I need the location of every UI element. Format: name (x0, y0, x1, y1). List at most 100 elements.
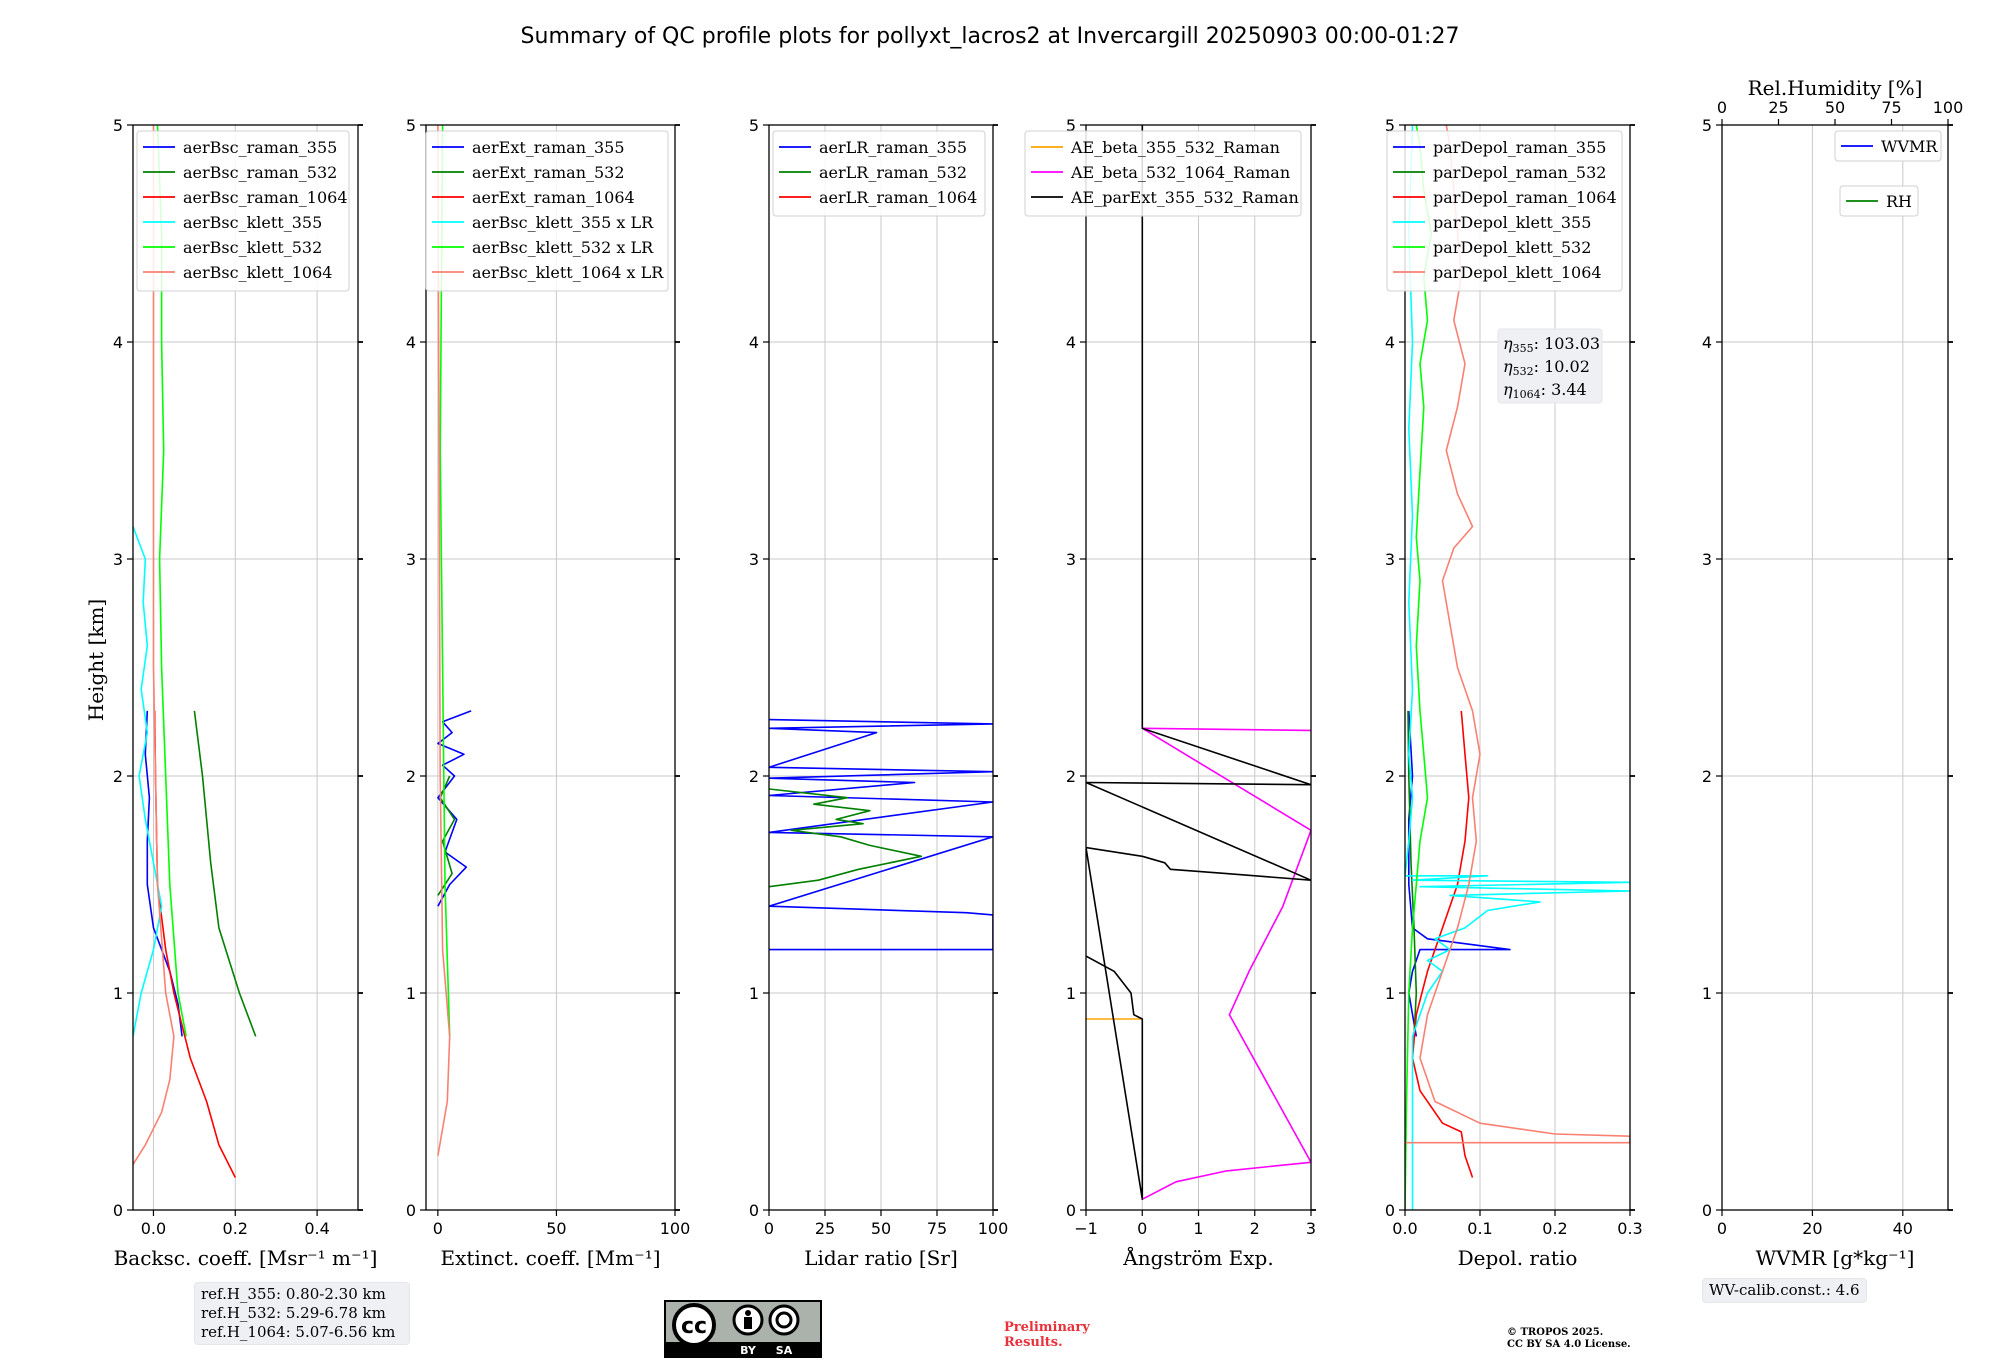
legend-label: aerLR_raman_1064 (819, 188, 977, 207)
ref-height-532: ref.H_532: 5.29-6.78 km (201, 1304, 386, 1322)
y-tick-label: 2 (406, 767, 416, 786)
axes-frame (425, 124, 676, 1211)
series-line-aerLR_raman_532 (769, 788, 923, 888)
legend-label: aerBsc_raman_532 (183, 163, 337, 182)
top-x-tick-label: 75 (1881, 98, 1901, 117)
y-tick-label: 3 (1702, 550, 1712, 569)
copyright-note: © TROPOS 2025. CC BY SA 4.0 License. (1507, 1327, 1631, 1351)
x-tick-label: 0.2 (1542, 1219, 1567, 1238)
x-tick-label: −1 (1074, 1219, 1098, 1238)
y-tick-label: 4 (1385, 333, 1395, 352)
y-tick-label: 3 (406, 550, 416, 569)
legend-label: aerExt_raman_532 (472, 163, 625, 182)
y-tick-label: 3 (749, 550, 759, 569)
y-tick-label: 0 (406, 1201, 416, 1220)
x-tick-label: 0.3 (1617, 1219, 1642, 1238)
y-tick-label: 0 (1702, 1201, 1712, 1220)
legend-box (772, 130, 986, 217)
series-line-aerBsc_klett_355 (133, 526, 163, 1037)
x-tick-label: 0 (764, 1219, 774, 1238)
legend-label: aerLR_raman_355 (819, 138, 967, 157)
reference-heights-box: ref.H_355: 0.80-2.30 km ref.H_532: 5.29-… (194, 1282, 410, 1345)
copyright-line-1: © TROPOS 2025. (1507, 1327, 1604, 1338)
series-line-aerBsc_raman_355 (144, 710, 183, 1037)
y-tick-label: 4 (113, 333, 123, 352)
y-tick-label: 5 (1385, 116, 1395, 135)
y-axis-label: Height [km] (84, 599, 108, 721)
x-axis-label: Ångström Exp. (1122, 1245, 1273, 1270)
legend-label: AE_parExt_355_532_Raman (1070, 188, 1299, 207)
axes-frame (1721, 124, 1949, 1211)
x-tick-label: 25 (815, 1219, 835, 1238)
series-group (1405, 125, 1630, 1210)
x-axis-label: Lidar ratio [Sr] (804, 1246, 958, 1270)
series-line-aerBsc_klett_532 x LR (439, 125, 451, 1037)
series-line-AE_parExt_355_532_Raman (1086, 125, 1311, 1200)
preliminary-note: Preliminary Results. (1004, 1320, 1090, 1350)
eta-annotation-box (1497, 328, 1603, 404)
y-tick-label: 5 (113, 116, 123, 135)
y-tick-label: 1 (1066, 984, 1076, 1003)
y-tick-label: 4 (406, 333, 416, 352)
cc-text: cc (681, 1314, 707, 1339)
series-line-parDepol_raman_532 (1407, 710, 1418, 1037)
panel-wvmr: 0 20 40 0 1 2 3 4 5 WVMR [g*kg⁻¹] 0 25 50 75 100 Rel.Hu… (1702, 76, 1963, 1270)
figure-title: Summary of QC profile plots for pollyxt_… (521, 24, 1460, 49)
y-tick-label: 2 (113, 767, 123, 786)
y-tick-label: 3 (1066, 550, 1076, 569)
x-axis-label: Backsc. coeff. [Msr⁻¹ m⁻¹] (114, 1246, 378, 1270)
legend-label: parDepol_klett_355 (1433, 213, 1591, 232)
ref-height-1064: ref.H_1064: 5.07-6.56 km (201, 1323, 396, 1341)
y-tick-label: 0 (1066, 1201, 1076, 1220)
legend-box (1834, 130, 1942, 162)
x-tick-label: 0.4 (304, 1219, 329, 1238)
series-line-parDepol_klett_355 (1405, 125, 1630, 1210)
y-tick-label: 1 (406, 984, 416, 1003)
y-tick-label: 4 (1066, 333, 1076, 352)
x-tick-label: 2 (1250, 1219, 1260, 1238)
x-tick-label: 0 (433, 1219, 443, 1238)
eta-355: η355: 103.03 (1503, 334, 1600, 355)
x-axis-label: Extinct. coeff. [Mm⁻¹] (440, 1246, 660, 1270)
x-tick-label: 50 (546, 1219, 566, 1238)
legend-label: aerBsc_klett_355 x LR (472, 213, 654, 232)
x-tick-label: 40 (1893, 1219, 1913, 1238)
top-x-tick-label: 100 (1933, 98, 1964, 117)
y-tick-label: 1 (1702, 984, 1712, 1003)
legend-label: RH (1886, 192, 1912, 211)
sa-text: SA (776, 1344, 793, 1357)
series-line-aerBsc_klett_1064 (133, 125, 175, 1166)
legend-label: parDepol_klett_1064 (1433, 263, 1602, 282)
panel-extinction: 0 50 100 0 1 2 3 4 5 Extinct. coeff. [Mm⁻¹] aerExt… (406, 116, 690, 1270)
series-line-aerLR_raman_355 (769, 718, 993, 951)
x-tick-label: 1 (1193, 1219, 1203, 1238)
legend-label: aerExt_raman_355 (472, 138, 625, 157)
y-tick-label: 0 (1385, 1201, 1395, 1220)
wv-calibration-box: WV-calib.const.: 4.6 (1702, 1278, 1867, 1303)
legend-label: aerBsc_raman_1064 (183, 188, 348, 207)
legend-label: aerBsc_klett_1064 x LR (472, 263, 664, 282)
series-line-parDepol_raman_1064 (1411, 710, 1474, 1178)
x-tick-label: 100 (978, 1219, 1009, 1238)
x-tick-label: 0 (1137, 1219, 1147, 1238)
y-tick-label: 1 (1385, 984, 1395, 1003)
panel-depol: 0.0 0.1 0.2 0.3 0 1 2 3 4 5 Depol. ratio parDepol_r… (1385, 116, 1643, 1270)
y-tick-label: 4 (1702, 333, 1712, 352)
y-tick-label: 2 (749, 767, 759, 786)
top-x-axis-label: Rel.Humidity [%] (1748, 76, 1923, 100)
legend-label: AE_beta_355_532_Raman (1070, 138, 1280, 157)
eta-532: η532: 10.02 (1503, 357, 1590, 378)
y-tick-label: 1 (749, 984, 759, 1003)
legend-box (425, 130, 669, 292)
x-axis-label: Depol. ratio (1458, 1246, 1578, 1270)
legend-label: aerBsc_klett_532 x LR (472, 238, 654, 257)
copyright-line-2: CC BY SA 4.0 License. (1507, 1339, 1631, 1350)
y-tick-label: 5 (749, 116, 759, 135)
preliminary-line-1: Preliminary (1004, 1320, 1090, 1335)
y-tick-label: 2 (1385, 767, 1395, 786)
series-line-aerExt_raman_532 (437, 775, 456, 896)
series-line-aerExt_raman_355 (437, 710, 472, 907)
legend-label: aerBsc_klett_1064 (183, 263, 332, 282)
top-x-tick-label: 50 (1825, 98, 1845, 117)
series-group (437, 125, 472, 1156)
